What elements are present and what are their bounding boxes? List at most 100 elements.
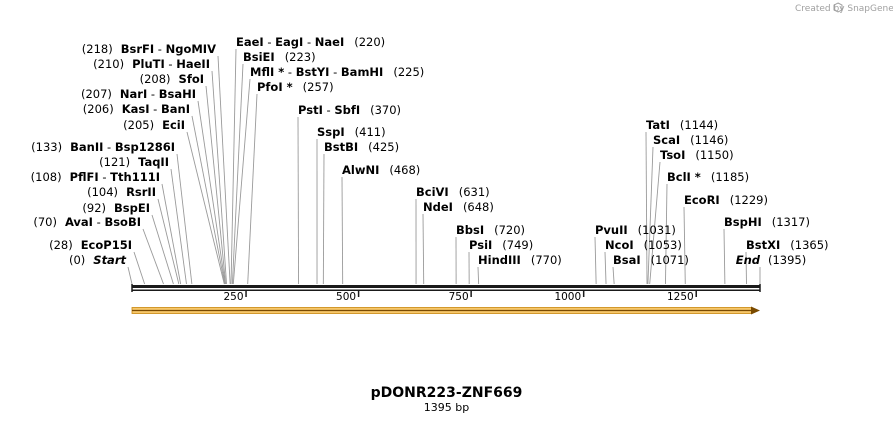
site-line	[247, 93, 258, 285]
enzyme-name-part: EagI	[275, 35, 303, 49]
site-line	[217, 55, 231, 285]
plasmid-size: 1395 bp	[424, 401, 469, 414]
enzyme-name-part: EaeI	[236, 35, 264, 49]
site-position: (468)	[389, 163, 420, 177]
restriction-site-label: PluTI - HaeII (210)	[93, 57, 210, 71]
site-line	[665, 183, 668, 285]
tick-label: 1000	[554, 291, 581, 303]
enzyme-name-part: HaeII	[176, 57, 210, 71]
restriction-site-label: EaeI - EagI - NaeI (220)	[236, 35, 385, 49]
enzyme-name-part: PfoI *	[257, 80, 293, 94]
restriction-site-label: NcoI (1053)	[605, 238, 682, 252]
site-position: (749)	[502, 238, 533, 252]
restriction-site-label: MflI * - BstYI - BamHI (225)	[250, 65, 424, 79]
enzyme-name-part: Bsp1286I	[115, 140, 175, 154]
site-position: (0)	[69, 253, 85, 267]
site-position: (208)	[140, 72, 171, 86]
site-position: (257)	[303, 80, 334, 94]
enzyme-name-part: BsoBI	[104, 215, 141, 229]
enzyme-name: SfoI	[179, 72, 204, 86]
site-position: (1365)	[790, 238, 828, 252]
site-position: (104)	[87, 185, 118, 199]
enzyme-name: BstBI	[324, 140, 358, 154]
restriction-site-label: EcoRI (1229)	[684, 193, 768, 207]
restriction-site-label: HindIII (770)	[478, 253, 562, 267]
site-line	[161, 183, 182, 285]
site-line	[157, 198, 180, 285]
site-position: (720)	[494, 223, 525, 237]
site-line	[127, 266, 133, 285]
enzyme-name-part: -	[165, 57, 176, 71]
site-position: (770)	[531, 253, 562, 267]
enzyme-name-part: PvuII	[595, 223, 628, 237]
enzyme-name-part: -	[93, 215, 104, 229]
restriction-site-label: RsrII (104)	[87, 185, 156, 199]
site-line	[594, 236, 597, 285]
enzyme-name: HindIII	[478, 253, 521, 267]
enzyme-name: AvaI - BsoBI	[65, 215, 141, 229]
restriction-site-label: End (1395)	[736, 253, 807, 267]
site-line	[612, 266, 615, 285]
sequence-backbone	[131, 284, 761, 292]
site-line	[176, 153, 193, 285]
site-position: (28)	[49, 238, 73, 252]
enzyme-name: NarI - BsaHI	[120, 87, 196, 101]
enzyme-name-part: BamHI	[341, 65, 383, 79]
tick-label: 750	[449, 291, 469, 303]
enzyme-name-part: Start	[93, 253, 126, 267]
enzyme-name-part: NcoI	[605, 238, 634, 252]
site-position: (205)	[123, 118, 154, 132]
site-line	[231, 63, 244, 285]
enzyme-name-part: PluTI	[132, 57, 165, 71]
restriction-site-label: BspHI (1317)	[724, 215, 810, 229]
enzyme-name: RsrII	[126, 185, 156, 199]
tick-label: 500	[336, 291, 356, 303]
site-position: (206)	[83, 102, 114, 116]
site-line	[477, 266, 480, 285]
site-position: (631)	[459, 185, 490, 199]
restriction-site-label: Start (0)	[69, 253, 127, 267]
restriction-site-label: NarI - BsaHI (207)	[81, 87, 196, 101]
site-labels: Start (0)EcoP15I (28) AvaI - BsoBI (70) BspEI…	[31, 35, 829, 267]
site-line	[186, 131, 225, 285]
enzyme-name-part: HindIII	[478, 253, 521, 267]
enzyme-name: KasI - BanI	[122, 102, 190, 116]
site-position: (1229)	[730, 193, 768, 207]
restriction-site-label: NdeI (648)	[423, 200, 494, 214]
site-position: (133)	[31, 140, 62, 154]
enzyme-name-part: SfoI	[179, 72, 204, 86]
tick-label: 250	[223, 291, 243, 303]
enzyme-name: AlwNI	[342, 163, 379, 177]
enzyme-name-part: EciI	[162, 118, 185, 132]
enzyme-name-part: RsrII	[126, 185, 156, 199]
enzyme-name-part: BstBI	[324, 140, 358, 154]
enzyme-name-part: PflFI	[70, 170, 99, 184]
restriction-site-label: PfoI * (257)	[257, 80, 334, 94]
tick-label: 1250	[667, 291, 694, 303]
site-line	[230, 48, 237, 285]
site-line	[133, 251, 146, 285]
restriction-site-label: KasI - BanI (206)	[83, 102, 190, 116]
enzyme-name-part: BanI	[161, 102, 190, 116]
enzyme-name: PfoI *	[257, 80, 293, 94]
enzyme-name-part: BsrFI	[121, 42, 154, 56]
enzyme-name-part: NgoMIV	[166, 42, 216, 56]
site-line	[211, 70, 227, 285]
site-line	[341, 176, 344, 285]
enzyme-name: PflFI - Tth111I	[70, 170, 160, 184]
restriction-site-label: BsrFI - NgoMIV (218)	[82, 42, 216, 56]
restriction-site-label: BciVI (631)	[416, 185, 490, 199]
restriction-site-label: SspI (411)	[317, 125, 386, 139]
enzyme-name: MflI * - BstYI - BamHI	[250, 65, 383, 79]
enzyme-name-part: BclI *	[667, 170, 701, 184]
restriction-site-label: EciI (205)	[123, 118, 185, 132]
enzyme-name-part: ScaI	[653, 133, 680, 147]
site-line	[647, 146, 654, 285]
enzyme-name: BstXI	[746, 238, 780, 252]
site-position: (121)	[99, 155, 130, 169]
enzyme-name-part: BbsI	[456, 223, 484, 237]
site-position: (225)	[393, 65, 424, 79]
enzyme-name-part: EcoRI	[684, 193, 720, 207]
enzyme-name: ScaI	[653, 133, 680, 147]
enzyme-name: BspHI	[724, 215, 762, 229]
